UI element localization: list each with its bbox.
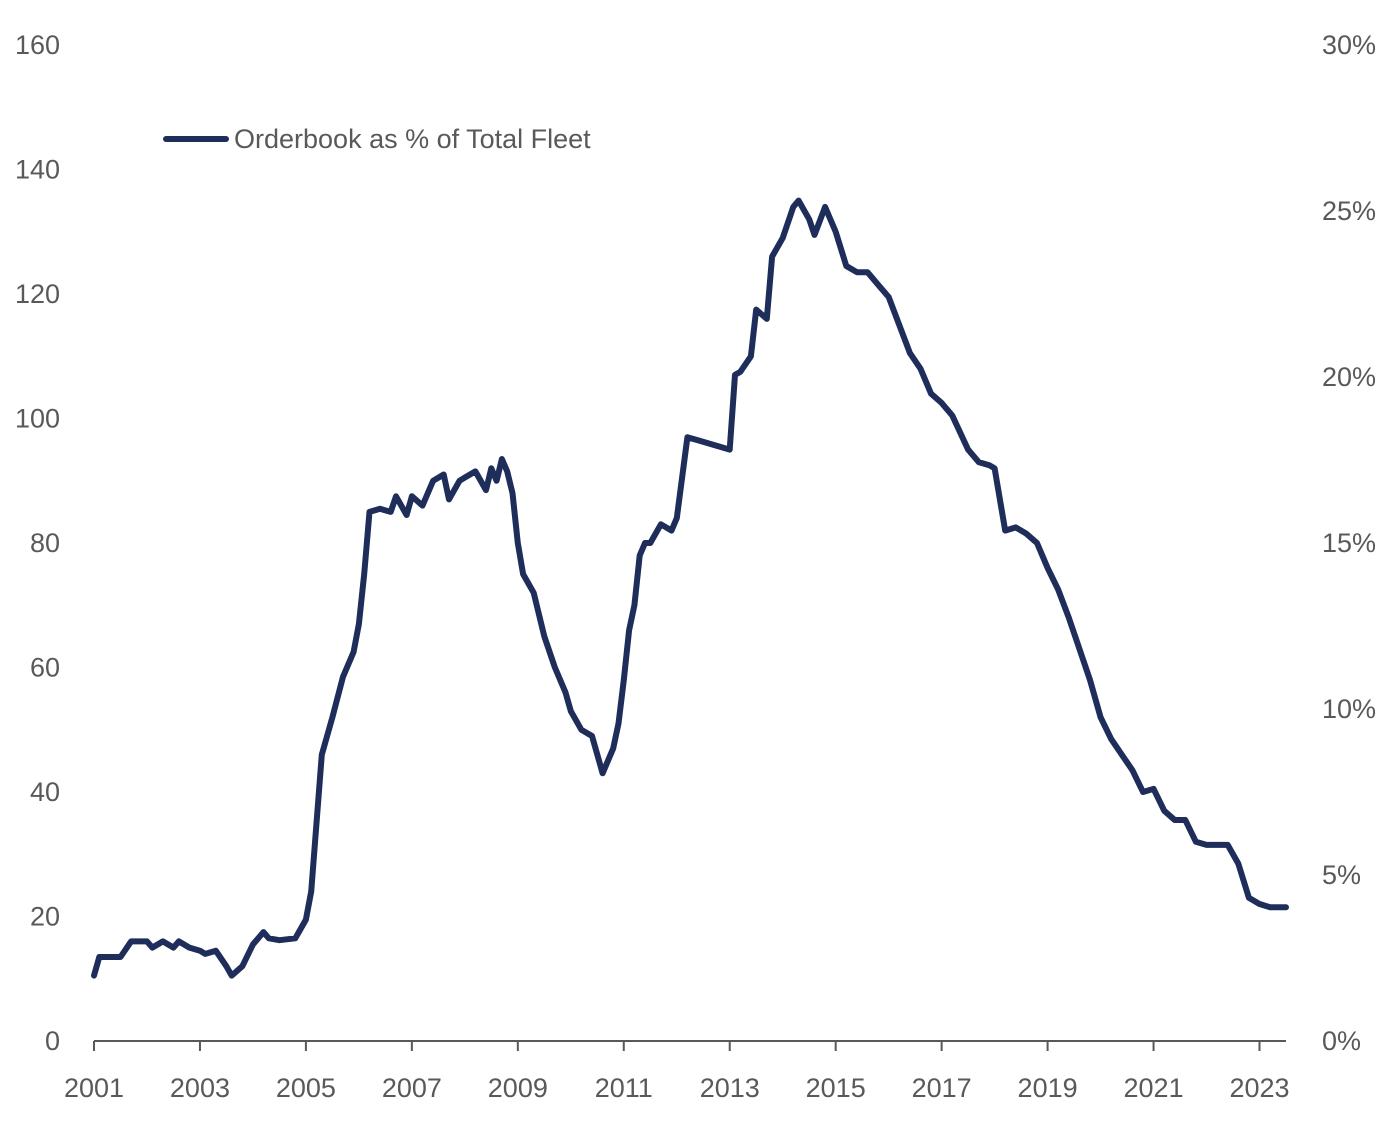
y2-tick-label: 10% [1322,694,1376,724]
y2-tick-label: 30% [1322,30,1376,60]
y2-tick-label: 20% [1322,362,1376,392]
x-axis-tick-labels: 2001 2003 2005 2007 2009 2011 2013 2015 2017 2019… [64,1073,1290,1103]
series-group [91,197,1289,979]
legend: Orderbook as % of Total Fleet [163,124,591,154]
x-axis: 2001 2003 2005 2007 2009 2011 2013 2015 2017 2019… [64,1040,1290,1103]
y2-tick-label: 5% [1322,860,1361,890]
y-tick-label: 140 [15,155,60,185]
y-tick-label: 160 [15,30,60,60]
x-tick-label: 2003 [170,1073,230,1103]
right-axis-tick-labels: 0% 5% 10% 15% 20% 25% 30% [1322,30,1376,1056]
y-tick-label: 80 [30,528,60,558]
x-tick-label: 2011 [595,1073,653,1103]
y2-tick-label: 15% [1322,528,1376,558]
y-tick-label: 120 [15,279,60,309]
x-tick-label: 2001 [64,1073,124,1103]
x-tick-label: 2017 [912,1073,972,1103]
y-tick-label: 100 [15,404,60,434]
legend-label-orderbook: Orderbook as % of Total Fleet [234,124,591,154]
x-tick-label: 2013 [700,1073,760,1103]
y-tick-label: 40 [30,777,60,807]
x-tick-label: 2009 [488,1073,548,1103]
y-tick-label: 20 [30,902,60,932]
x-tick-label: 2007 [382,1073,442,1103]
x-axis-ticks [93,1041,1261,1051]
left-axis-tick-labels: 0 20 40 60 80 100 120 140 160 [15,30,60,1056]
x-tick-label: 2019 [1018,1073,1078,1103]
x-tick-label: 2005 [276,1073,336,1103]
y-tick-label: 0 [45,1026,60,1056]
y-tick-label: 60 [30,653,60,683]
y2-tick-label: 25% [1322,196,1376,226]
series-line-orderbook [91,197,1289,979]
x-tick-label: 2023 [1229,1073,1289,1103]
x-tick-label: 2015 [806,1073,866,1103]
x-tick-label: 2021 [1124,1073,1184,1103]
y2-tick-label: 0% [1322,1026,1361,1056]
